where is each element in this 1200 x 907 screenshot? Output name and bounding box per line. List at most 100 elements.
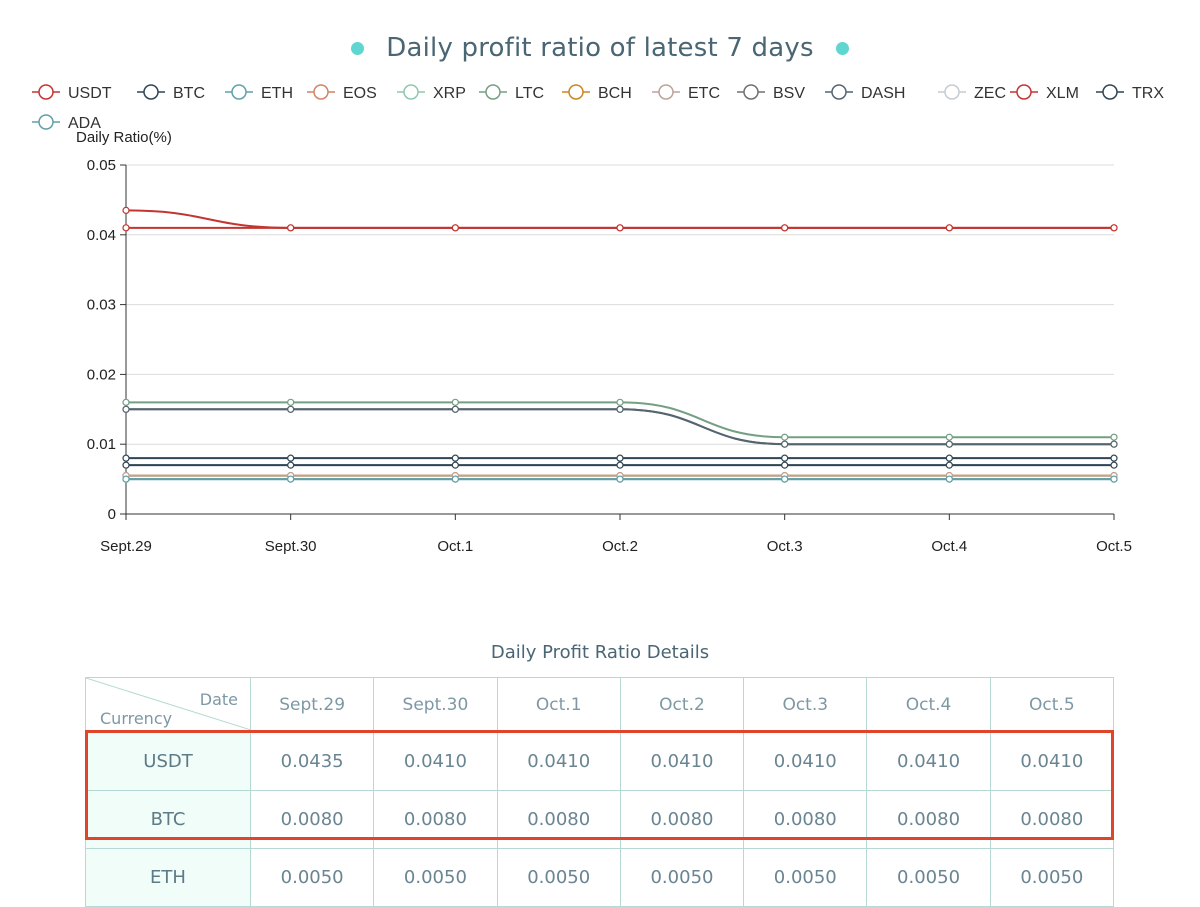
x-tick-label: Oct.2: [602, 538, 638, 555]
data-point: [616, 461, 624, 469]
data-point: [122, 224, 130, 232]
ratio-cell: 0.0050: [249, 848, 375, 907]
x-tick-label: Oct.1: [437, 538, 473, 555]
data-point: [451, 454, 459, 462]
ratio-cell: 0.0410: [373, 732, 498, 791]
legend-circle-icon: [944, 84, 960, 100]
table-header-date: Oct.3: [743, 677, 868, 733]
legend-circle-icon: [743, 84, 759, 100]
legend-label: ZEC: [974, 85, 1006, 102]
legend-circle-icon: [38, 84, 54, 100]
ratio-cell: 0.0080: [373, 790, 498, 849]
legend-label: BTC: [173, 85, 205, 102]
series-line: [125, 408, 1114, 446]
data-point: [451, 398, 459, 406]
data-point: [1110, 224, 1118, 232]
ratio-cell: 0.0080: [619, 790, 745, 849]
legend-item-dash[interactable]: DASH: [825, 84, 905, 102]
currency-cell: BTC: [85, 790, 251, 849]
legend-item-trx[interactable]: TRX: [1096, 84, 1164, 102]
x-tick-label: Sept.29: [100, 538, 152, 555]
legend-item-etc[interactable]: ETC: [652, 84, 720, 102]
ratio-cell: 0.0080: [989, 790, 1115, 849]
chart-axes: Daily Ratio(%) 0 0.01 0.02 0.03 0.04 0.05 Sept.…: [76, 129, 1132, 555]
legend-item-xrp[interactable]: XRP: [397, 84, 466, 102]
legend-circle-icon: [403, 84, 419, 100]
data-point: [945, 454, 953, 462]
data-point: [945, 461, 953, 469]
legend-label: XRP: [433, 85, 466, 102]
ratio-cell: 0.0050: [989, 848, 1115, 907]
table-header-date: Oct.5: [989, 677, 1115, 733]
legend-circle-icon: [313, 84, 329, 100]
legend-circle-icon: [831, 84, 847, 100]
y-tick-label: 0.01: [87, 436, 116, 453]
legend-circle-icon: [231, 84, 247, 100]
legend-circle-icon: [143, 84, 159, 100]
series-trx: [122, 461, 1118, 469]
data-point: [781, 224, 789, 232]
ratio-cell: 0.0080: [743, 790, 868, 849]
legend-item-btc[interactable]: BTC: [137, 84, 205, 102]
series-dash: [122, 405, 1118, 448]
y-tick-label: 0: [108, 506, 116, 523]
legend-item-eth[interactable]: ETH: [225, 84, 293, 102]
legend-circle-icon: [1102, 84, 1118, 100]
data-point: [945, 224, 953, 232]
currency-cell: USDT: [85, 732, 251, 791]
legend-item-usdt[interactable]: USDT: [32, 84, 112, 102]
corner-diagonal-icon: [86, 678, 251, 730]
data-point: [945, 440, 953, 448]
data-point: [781, 440, 789, 448]
legend-item-bch[interactable]: BCH: [562, 84, 632, 102]
legend-label: USDT: [68, 85, 112, 102]
data-point: [122, 405, 130, 413]
data-point: [616, 405, 624, 413]
legend-circle-icon: [568, 84, 584, 100]
data-point: [287, 398, 295, 406]
legend-label: LTC: [515, 85, 544, 102]
legend-circle-icon: [658, 84, 674, 100]
table-header-date: Oct.2: [619, 677, 745, 733]
ratio-cell: 0.0080: [496, 790, 621, 849]
table-header-row: Date Currency Sept.29 Sept.30 Oct.1 Oct.2 Oc…: [85, 677, 1115, 733]
y-tick-label: 0.04: [87, 227, 116, 244]
data-point: [122, 206, 130, 214]
data-point: [616, 475, 624, 483]
ratio-cell: 0.0080: [249, 790, 375, 849]
legend-item-ltc[interactable]: LTC: [479, 84, 544, 102]
data-point: [781, 475, 789, 483]
legend-item-ada[interactable]: ADA: [32, 114, 101, 132]
x-tick-label: Oct.5: [1096, 538, 1132, 555]
data-point: [451, 405, 459, 413]
ratio-cell: 0.0050: [619, 848, 745, 907]
data-point: [122, 475, 130, 483]
legend-label: ETC: [688, 85, 720, 102]
data-point: [1110, 475, 1118, 483]
y-tick-label: 0.02: [87, 366, 116, 383]
currency-cell: ETH: [85, 848, 251, 907]
legend-item-eos[interactable]: EOS: [307, 84, 377, 102]
data-point: [287, 461, 295, 469]
chart-series: [122, 206, 1118, 483]
data-point: [616, 224, 624, 232]
table-row: BTC 0.0080 0.0080 0.0080 0.0080 0.0080 0.0080 0…: [85, 790, 1115, 849]
legend-label: EOS: [343, 85, 377, 102]
legend-item-xlm[interactable]: XLM: [1010, 84, 1079, 102]
legend-label: BCH: [598, 85, 632, 102]
legend-item-zec[interactable]: ZEC: [938, 84, 1006, 102]
data-point: [781, 461, 789, 469]
data-point: [287, 405, 295, 413]
series-line: [125, 408, 1114, 446]
ratio-cell: 0.0410: [866, 732, 991, 791]
data-point: [287, 454, 295, 462]
y-axis-label: Daily Ratio(%): [76, 129, 172, 146]
legend-item-bsv[interactable]: BSV: [737, 84, 805, 102]
ratio-cell: 0.0050: [496, 848, 621, 907]
ratio-cell: 0.0410: [496, 732, 621, 791]
y-tick-label: 0.03: [87, 297, 116, 314]
ratio-cell: 0.0410: [743, 732, 868, 791]
data-point: [945, 433, 953, 441]
legend-label: XLM: [1046, 85, 1079, 102]
chart-grid: [126, 164, 1114, 445]
